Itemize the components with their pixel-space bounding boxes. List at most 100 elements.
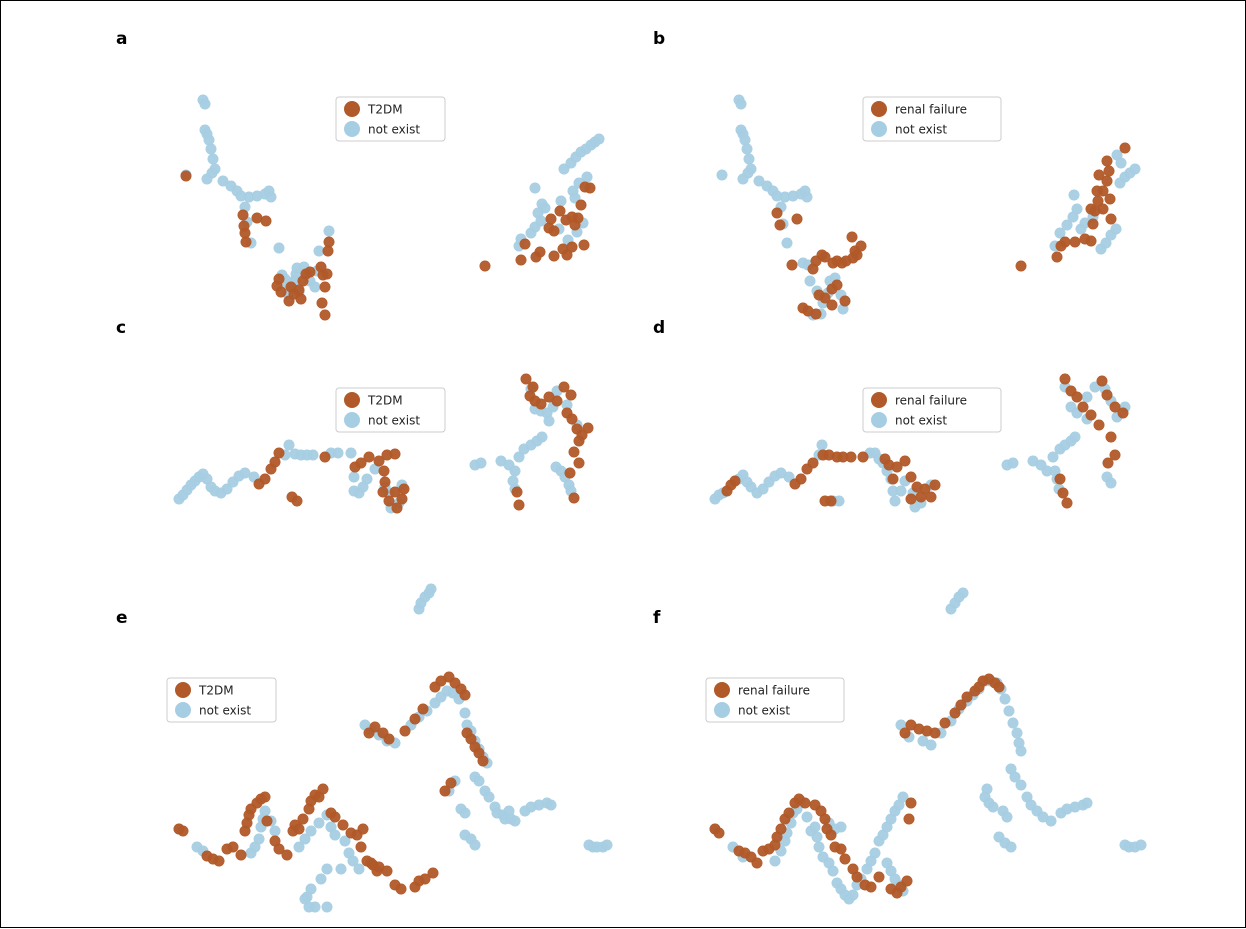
data-point-condition <box>240 236 252 248</box>
data-point-condition <box>260 215 272 227</box>
data-point-not-exist <box>529 182 541 194</box>
data-point-not-exist <box>816 439 828 451</box>
legend-marker <box>344 392 360 408</box>
data-point-condition <box>955 699 967 711</box>
data-point-not-exist <box>321 901 333 913</box>
legend-marker <box>175 702 191 718</box>
data-point-condition <box>771 207 783 219</box>
data-point-condition <box>573 457 585 469</box>
data-point-condition <box>851 871 863 883</box>
data-point-not-exist <box>569 192 581 204</box>
data-point-not-exist <box>273 242 285 254</box>
data-point-condition <box>391 502 403 514</box>
data-point-not-exist <box>1009 771 1021 783</box>
legend-marker <box>344 412 360 428</box>
data-point-not-exist <box>999 693 1011 705</box>
data-point-not-exist <box>1011 727 1023 739</box>
data-point-condition <box>1059 236 1071 248</box>
data-point-not-exist <box>293 841 305 853</box>
data-point-not-exist <box>716 169 728 181</box>
data-point-condition <box>409 713 421 725</box>
data-point-condition <box>259 791 271 803</box>
data-point-condition <box>319 451 331 463</box>
legend-box <box>335 96 446 142</box>
panel-label: c <box>116 318 126 338</box>
data-point-not-exist <box>543 415 555 427</box>
legend-label: T2DM <box>198 684 234 698</box>
data-point-condition <box>582 422 594 434</box>
data-point-not-exist <box>1003 705 1015 717</box>
data-point-condition <box>807 457 819 469</box>
data-point-not-exist <box>827 865 839 877</box>
data-point-not-exist <box>459 807 471 819</box>
data-point-condition <box>1105 431 1117 443</box>
data-point-condition <box>1051 251 1063 263</box>
data-point-condition <box>1085 203 1097 215</box>
series-not-exist <box>709 587 1147 905</box>
data-point-condition <box>365 857 377 869</box>
data-point-not-exist <box>513 451 525 463</box>
data-point-condition <box>398 483 410 495</box>
legend-label: not exist <box>895 414 947 428</box>
data-point-condition <box>180 170 192 182</box>
data-point-condition <box>903 813 915 825</box>
data-point-condition <box>993 681 1005 693</box>
data-point-not-exist <box>207 153 219 165</box>
data-point-condition <box>316 297 328 309</box>
data-point-not-exist <box>313 817 325 829</box>
data-point-condition <box>1077 401 1089 413</box>
data-point-not-exist <box>305 825 317 837</box>
data-point-not-exist <box>809 821 821 833</box>
data-point-condition <box>369 721 381 733</box>
data-point-condition <box>901 875 913 887</box>
data-point-not-exist <box>1069 431 1081 443</box>
data-point-condition <box>479 260 491 272</box>
data-point-not-exist <box>1081 797 1093 809</box>
data-point-not-exist <box>425 583 437 595</box>
data-point-condition <box>1069 236 1081 248</box>
data-point-condition <box>1105 213 1117 225</box>
data-point-not-exist <box>283 439 295 451</box>
series-not-exist <box>173 583 613 913</box>
data-point-condition <box>355 457 367 469</box>
data-point-not-exist <box>265 191 277 203</box>
data-point-not-exist <box>1068 189 1080 201</box>
data-point-condition <box>786 259 798 271</box>
legend-label: not exist <box>368 414 420 428</box>
data-point-condition <box>1015 260 1027 272</box>
legend-label: renal failure <box>895 103 967 117</box>
data-point-not-exist <box>757 483 769 495</box>
data-point-condition <box>445 777 457 789</box>
data-point-not-exist <box>475 457 487 469</box>
data-point-condition <box>381 865 393 877</box>
data-point-condition <box>337 819 349 831</box>
legend-box <box>862 96 1002 142</box>
data-point-condition <box>799 797 811 809</box>
data-point-not-exist <box>259 805 271 817</box>
data-point-condition <box>929 727 941 739</box>
data-point-condition <box>751 857 763 869</box>
series-not-exist <box>173 383 583 514</box>
data-point-not-exist <box>801 811 813 823</box>
data-point-condition <box>545 213 557 225</box>
data-point-condition <box>519 238 531 250</box>
data-point-condition <box>1096 375 1108 387</box>
data-point-not-exist <box>329 829 341 841</box>
data-point-not-exist <box>1005 841 1017 853</box>
data-point-not-exist <box>1015 745 1027 757</box>
data-point-not-exist <box>483 791 495 803</box>
data-point-condition <box>273 447 285 459</box>
data-point-condition <box>825 495 837 507</box>
data-point-condition <box>1085 409 1097 421</box>
legend-marker <box>871 392 887 408</box>
data-point-not-exist <box>323 225 335 237</box>
data-point-condition <box>321 268 333 280</box>
data-point-not-exist <box>509 465 521 477</box>
data-point-not-exist <box>203 134 215 146</box>
data-point-condition <box>857 451 869 463</box>
legend-label: renal failure <box>895 394 967 408</box>
data-point-condition <box>1054 473 1066 485</box>
data-point-condition <box>235 849 247 861</box>
data-point-condition <box>297 813 309 825</box>
data-point-condition <box>1101 389 1113 401</box>
